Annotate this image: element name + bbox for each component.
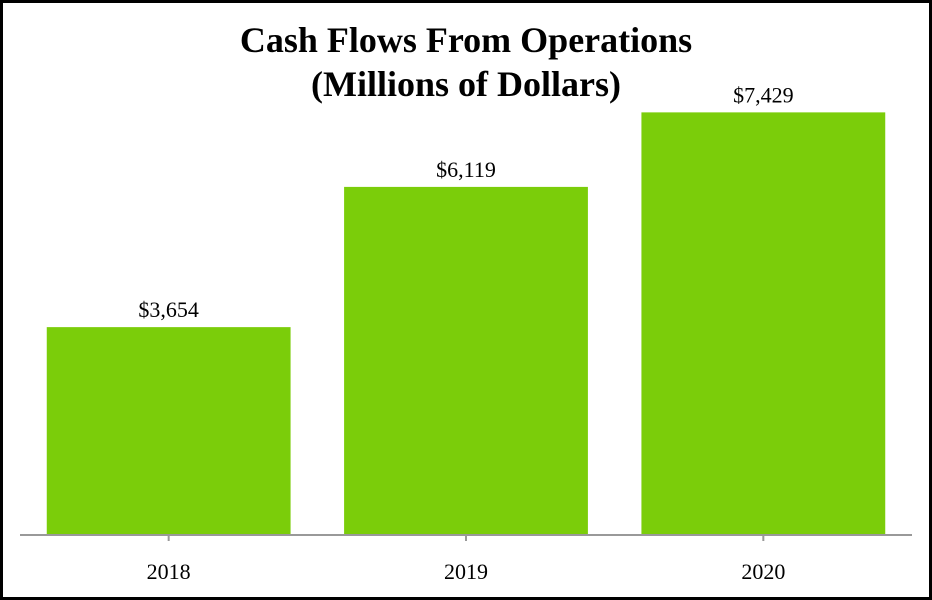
value-label-2018: $3,654 xyxy=(138,297,199,322)
bar-2019 xyxy=(344,186,588,535)
chart-subtitle: (Millions of Dollars) xyxy=(311,64,621,104)
chart-title: Cash Flows From Operations xyxy=(239,20,693,60)
category-labels-group: 2018 2019 2020 xyxy=(147,559,786,584)
bar-2020 xyxy=(641,112,886,536)
value-label-2020: $7,429 xyxy=(733,82,794,107)
value-labels-group: $3,654 $6,119 $7,429 xyxy=(138,82,793,322)
bars-group xyxy=(46,112,886,536)
category-label-2019: 2019 xyxy=(444,559,488,584)
x-ticks-group xyxy=(167,535,765,541)
category-label-2018: 2018 xyxy=(147,559,191,584)
chart-title-block: Cash Flows From Operations (Millions of … xyxy=(0,18,932,106)
bar-2018 xyxy=(46,327,291,535)
value-label-2019: $6,119 xyxy=(436,157,496,182)
category-label-2020: 2020 xyxy=(741,559,785,584)
